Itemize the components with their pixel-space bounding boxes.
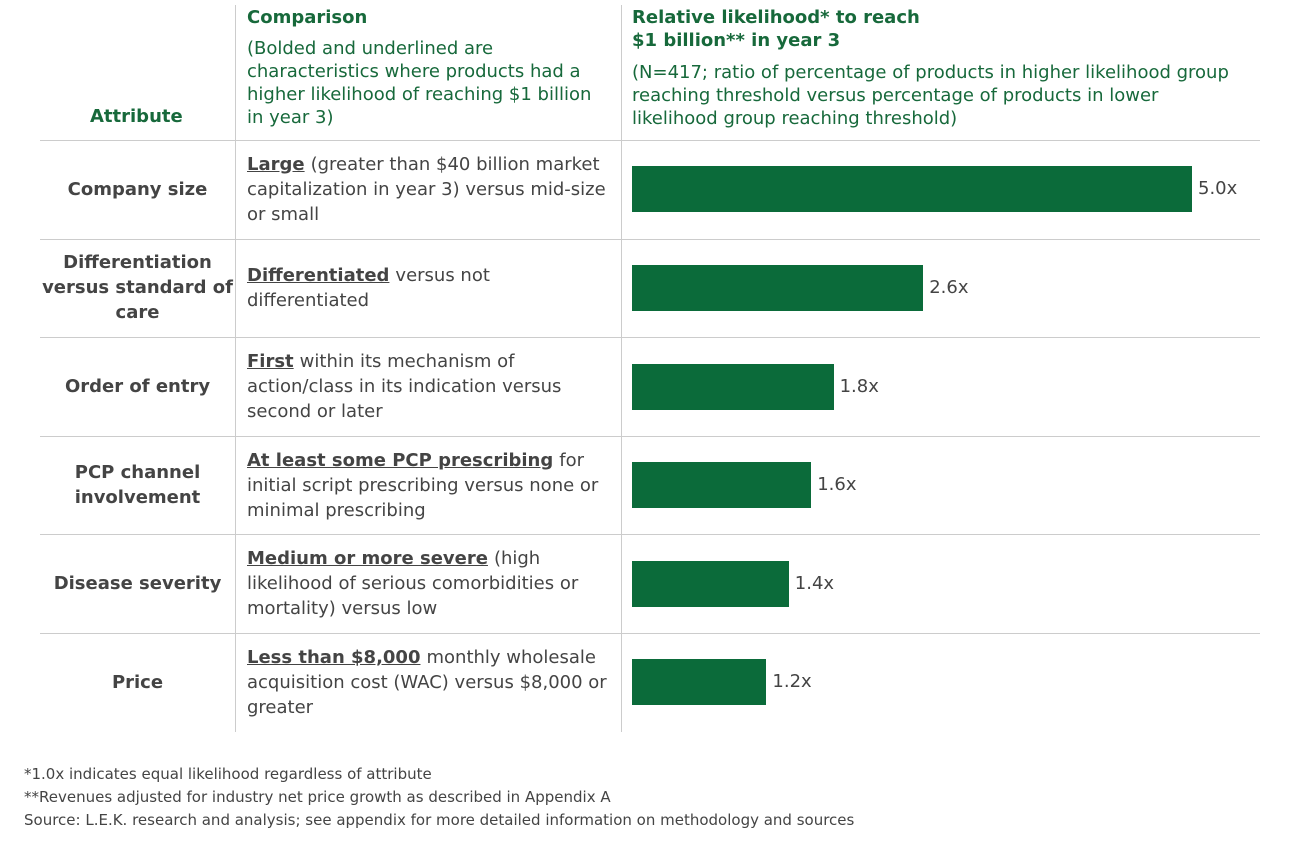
comparison-cell: Differentiated versus not differentiated [247,239,612,338]
comparison-cell: Medium or more severe (high likelihood of… [247,534,612,633]
footnote: *1.0x indicates equal likelihood regardl… [24,765,432,783]
row-divider [40,633,1260,634]
comparison-emphasis: Differentiated [247,264,390,286]
row-divider [40,435,1260,437]
attribute: Order of entry [64,375,211,397]
comparison-emphasis: Less than $8,000 [247,646,421,668]
header-likelihood-note: (N=417; ratio of percentage of products … [632,62,1229,129]
comparison-text: for initial script prescribing versus no… [247,449,599,521]
row-divider [40,534,1260,536]
comparison-cell: Less than $8,000 monthly wholesale acquis… [247,633,612,732]
attribute: Disease severity [53,573,222,595]
column-divider [621,5,622,732]
comparison: Differentiated versus not differentiated [247,263,612,313]
comparison-text: (greater than $40 billion market capital… [247,153,606,225]
header-comparison-note: (Bolded and underlined are characteristi… [247,38,592,128]
comparison-emphasis: First [247,350,294,372]
header-comparison: Comparison [247,7,368,28]
comparison-text: versus not differentiated [247,264,490,311]
comparison: Less than $8,000 monthly wholesale acquis… [247,645,612,720]
comparison-cell: Large (greater than $40 billion market ca… [247,140,612,239]
footnote: **Revenues adjusted for industry net pri… [24,788,611,806]
comparison-emphasis: At least some PCP prescribing [247,449,554,471]
comparison-text: monthly wholesale acquisition cost (WAC)… [247,646,607,718]
comparison-text: (high likelihood of serious comorbiditie… [247,548,579,620]
column-divider [235,5,236,732]
comparison-emphasis: Medium or more severe [247,548,488,570]
bar [632,166,1192,213]
bar [632,363,834,410]
attribute: Price [111,671,164,693]
value-label: 5.0x [1198,178,1238,200]
bar [632,462,812,509]
header-likelihood: Relative likelihood* to reach $1 billion… [632,7,920,51]
attribute: Company size [67,178,208,200]
value-label: 1.8x [839,375,879,397]
attribute: PCP channel involvement [74,462,201,509]
bar [632,560,789,607]
comparison: At least some PCP prescribing for initial… [247,448,612,523]
bar [632,659,767,706]
comparison-cell: First within its mechanism of action/clas… [247,337,612,436]
comparison: First within its mechanism of action/clas… [247,349,612,424]
value-label: 2.6x [929,276,969,298]
value-label: 1.6x [817,474,857,496]
comparison: Medium or more severe (high likelihood of… [247,546,612,621]
comparison-emphasis: Large [247,153,305,175]
bar [632,264,924,311]
attribute: Differentiation versus standard of care [42,252,233,324]
row-divider [40,238,1260,240]
comparison-text: within its mechanism of action/class in … [247,350,562,422]
row-divider [40,337,1260,339]
footnote: Source: L.E.K. research and analysis; se… [24,811,855,829]
row-divider [40,140,1260,141]
value-label: 1.2x [772,671,812,693]
comparison: Large (greater than $40 billion market ca… [247,152,612,227]
header-attribute: Attribute [90,106,183,127]
value-label: 1.4x [794,572,835,594]
comparison-cell: At least some PCP prescribing for initial… [247,436,612,535]
